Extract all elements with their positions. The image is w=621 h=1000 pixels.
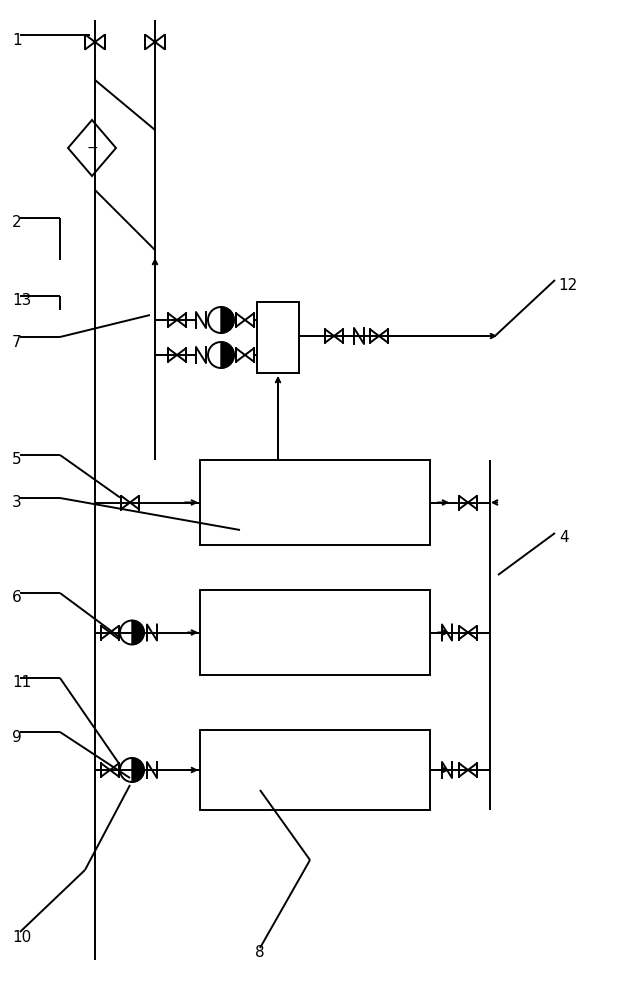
Text: 10: 10 (12, 930, 31, 945)
Text: 12: 12 (558, 278, 578, 293)
Text: 13: 13 (12, 293, 32, 308)
Polygon shape (221, 307, 234, 333)
Bar (257, 302, 299, 373)
Text: 2: 2 (12, 215, 22, 230)
Polygon shape (132, 758, 144, 782)
Text: −: − (86, 141, 98, 155)
Text: 5: 5 (12, 452, 22, 467)
Text: 4: 4 (559, 530, 569, 545)
Text: 11: 11 (12, 675, 31, 690)
Bar (200, 460, 430, 545)
Polygon shape (132, 620, 144, 645)
Bar (200, 590, 430, 675)
Text: 7: 7 (12, 335, 22, 350)
Polygon shape (221, 342, 234, 368)
Bar (200, 730, 430, 810)
Text: 9: 9 (12, 730, 22, 745)
Text: 8: 8 (255, 945, 265, 960)
Text: 6: 6 (12, 590, 22, 605)
Text: 1: 1 (12, 33, 22, 48)
Text: 3: 3 (12, 495, 22, 510)
